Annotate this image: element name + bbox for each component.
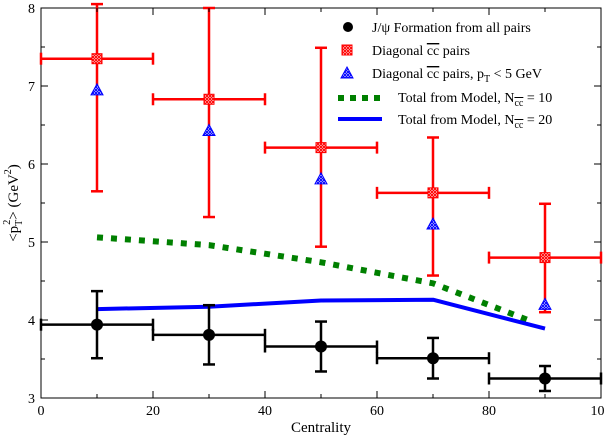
y-tick-label: 7 — [28, 80, 35, 95]
data-point — [427, 352, 439, 365]
series-points-circle — [39, 289, 603, 393]
data-point — [427, 187, 439, 199]
x-tick-label: 100 — [591, 404, 604, 419]
x-tick-label: 40 — [258, 404, 272, 419]
data-point — [315, 142, 327, 154]
y-tick-label: 4 — [28, 314, 35, 329]
legend-label-diagonal: Diagonal cc pairs — [372, 44, 470, 59]
legend-item-diagonal: Diagonal cc pairs — [341, 44, 470, 59]
data-point — [314, 171, 328, 185]
legend-label-model-10: Total from Model, Ncc = 10 — [398, 91, 552, 109]
y-tick-labels: 3 4 5 6 7 8 — [28, 2, 35, 407]
x-tick-label: 60 — [370, 404, 384, 419]
data-point — [539, 372, 551, 385]
data-point — [315, 340, 327, 353]
data-point — [202, 123, 216, 136]
series-points-triangle-hatched — [90, 82, 552, 310]
series-line-model-20 — [96, 297, 546, 331]
legend-marker-triangle — [340, 65, 354, 79]
data-point — [203, 93, 215, 105]
data-point — [90, 82, 104, 96]
legend-label-jpsi: J/ψ Formation from all pairs — [372, 21, 531, 36]
y-tick-label: 6 — [28, 158, 35, 173]
series-layer — [39, 2, 603, 393]
series-points-square-hatched — [39, 2, 603, 314]
y-tick-label: 5 — [28, 236, 35, 251]
legend: J/ψ Formation from all pairs Diagonal cc… — [338, 21, 552, 131]
legend-marker-circle — [343, 22, 353, 32]
y-tick-label: 3 — [28, 392, 35, 407]
legend-item-model-20: Total from Model, Ncc = 20 — [338, 113, 552, 131]
y-tick-label: 8 — [28, 2, 35, 17]
data-point — [203, 328, 215, 341]
x-tick-label: 0 — [38, 404, 45, 419]
x-axis-title: Centrality — [291, 420, 351, 436]
legend-marker-square — [341, 44, 353, 56]
data-point — [426, 217, 440, 230]
legend-item-model-10: Total from Model, Ncc = 10 — [338, 91, 552, 109]
data-point — [539, 252, 551, 264]
plot-area — [39, 2, 603, 399]
data-point — [538, 297, 552, 310]
data-point — [91, 318, 103, 331]
series-line-model-10 — [96, 234, 535, 326]
x-tick-labels: 0 20 40 60 80 100 — [38, 404, 604, 419]
ticks-layer — [40, 7, 602, 399]
legend-item-jpsi: J/ψ Formation from all pairs — [343, 21, 531, 36]
legend-item-diagonal-lowpt: Diagonal cc pairs, pT < 5 GeV — [340, 65, 542, 85]
legend-label-diagonal-lowpt: Diagonal cc pairs, pT < 5 GeV — [372, 67, 542, 85]
x-tick-label: 80 — [482, 404, 496, 419]
data-point — [91, 53, 103, 65]
y-axis-title: <pT2> (GeV2) — [2, 164, 25, 242]
x-tick-label: 20 — [146, 404, 160, 419]
legend-label-model-20: Total from Model, Ncc = 20 — [398, 113, 552, 131]
